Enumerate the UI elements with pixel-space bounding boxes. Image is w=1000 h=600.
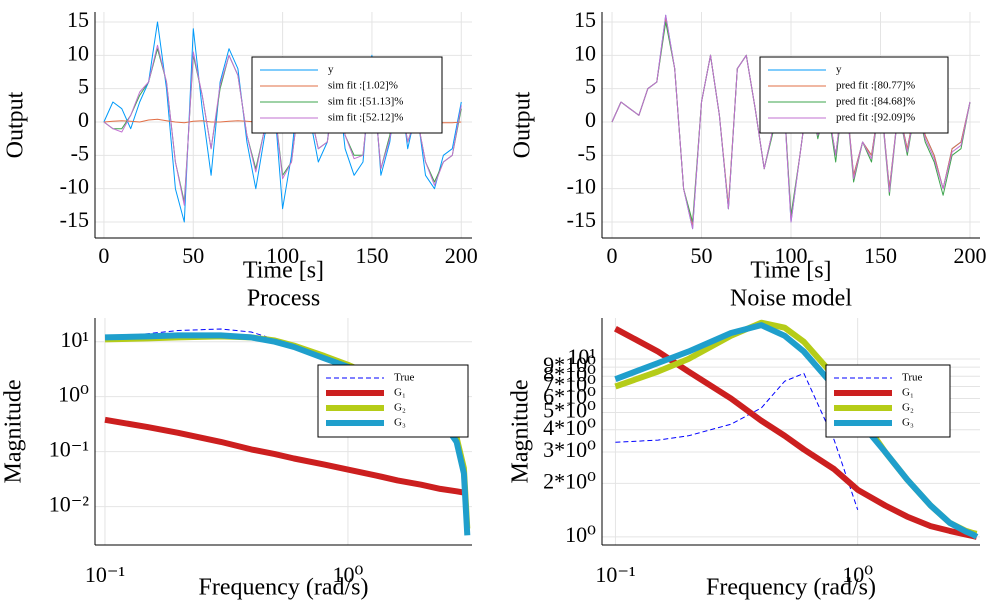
series-line — [104, 416, 468, 496]
y-tick-label: 9*10⁰ — [543, 352, 596, 377]
y-tick-label: 10⁰ — [565, 522, 596, 547]
y-axis-label: Magnitude — [1, 380, 27, 484]
x-tick-label: 200 — [445, 243, 478, 268]
x-axis-label: Time [s] — [243, 258, 324, 284]
subplot-title: Noise model — [730, 286, 852, 312]
y-tick-label: 8*10⁰ — [543, 361, 596, 386]
legend-label: pred fit :[84.68]% — [836, 96, 915, 108]
subplot-title: Process — [247, 286, 320, 312]
x-tick-label: 100 — [775, 243, 808, 268]
x-tick-label: 10⁻¹ — [595, 562, 635, 587]
subplot: 10⁻¹ 10⁰ 10⁰ 2*10⁰ 3*10⁰4*10⁰5*10⁰6*10⁰7*10⁰… — [508, 286, 980, 600]
subplot: 0 50 100 150 200 -15 -10 -5 0 5 10 15 Time [s] Output… — [510, 7, 987, 283]
legend-label: G₂ — [902, 402, 914, 414]
x-tick-label: 50 — [182, 243, 204, 268]
legend-label: sim fit :[51.13]% — [328, 96, 403, 108]
legend-label: G₁ — [394, 387, 406, 399]
y-tick-label: 10⁻² — [49, 492, 90, 517]
y-tick-label: 15 — [67, 7, 89, 32]
y-tick-label: 10⁰ — [58, 382, 89, 407]
legend-label: y — [328, 64, 334, 76]
y-tick-label: 7*10⁰ — [543, 372, 596, 397]
y-tick-label: 5*10⁰ — [543, 398, 596, 423]
y-tick-label: -15 — [60, 207, 89, 232]
x-tick-label: 100 — [266, 243, 299, 268]
x-axis-label: Frequency (rad/s) — [199, 575, 369, 600]
x-tick-label: 10⁰ — [333, 562, 364, 587]
y-tick-label: 10 — [574, 40, 596, 65]
legend-label: sim fit :[1.02]% — [328, 80, 398, 92]
x-tick-label: 150 — [355, 243, 388, 268]
legend-label: pred fit :[92.09]% — [836, 112, 915, 124]
y-tick-label: -15 — [567, 207, 596, 232]
x-tick-label: 0 — [607, 243, 618, 268]
y-tick-label: 6*10⁰ — [543, 383, 596, 408]
subplot: 0 50 100 150 200 -15 -10 -5 0 5 10 15 Time [s] Output… — [3, 7, 478, 283]
legend-label: y — [836, 64, 842, 76]
y-tick-label: 2*10⁰ — [543, 468, 596, 493]
legend-label: G₂ — [394, 402, 406, 414]
legend-label: pred fit :[80.77]% — [836, 80, 915, 92]
y-tick-label: 10 — [67, 40, 89, 65]
y-tick-label: 4*10⁰ — [543, 415, 596, 440]
y-axis-label: Output — [510, 91, 536, 158]
legend-label: True — [394, 372, 414, 384]
subplot: 10⁻¹ 10⁰ 10⁻² 10⁻¹ 10⁰ 10¹ Process Frequency (r… — [1, 286, 472, 600]
x-tick-label: 0 — [98, 243, 109, 268]
y-tick-label: 5 — [585, 74, 596, 99]
x-axis-label: Frequency (rad/s) — [706, 575, 876, 600]
legend-label: True — [902, 372, 922, 384]
y-tick-label: -10 — [567, 174, 596, 199]
legend-label: G₁ — [902, 387, 914, 399]
series-line — [615, 372, 859, 510]
y-tick-label: 10⁻¹ — [49, 437, 89, 462]
x-axis-label: Time [s] — [750, 258, 831, 284]
y-tick-label: -5 — [578, 140, 596, 165]
series-line — [613, 326, 978, 540]
y-tick-label: 3*10⁰ — [543, 437, 596, 462]
legend-label: G₃ — [394, 417, 406, 429]
y-tick-label: 10¹ — [60, 327, 89, 352]
y-tick-label: -5 — [71, 140, 89, 165]
x-tick-label: 10⁰ — [842, 562, 873, 587]
series-line — [611, 14, 971, 230]
x-tick-label: 200 — [953, 243, 986, 268]
y-tick-label: 15 — [574, 7, 596, 32]
legend-box — [825, 364, 951, 438]
y-axis-label: Magnitude — [508, 380, 534, 484]
y-tick-label: 0 — [78, 107, 89, 132]
legend-label: sim fit :[52.12]% — [328, 112, 403, 124]
legend-label: G₃ — [902, 417, 914, 429]
legend-box — [317, 364, 469, 438]
y-tick-label: 0 — [585, 107, 596, 132]
x-tick-label: 150 — [864, 243, 897, 268]
y-tick-label: 5 — [78, 74, 89, 99]
x-tick-label: 10⁻¹ — [85, 562, 125, 587]
y-tick-label: -10 — [60, 174, 89, 199]
x-tick-label: 50 — [691, 243, 713, 268]
y-axis-label: Output — [3, 91, 29, 158]
y-tick-label: 10¹ — [567, 344, 596, 369]
